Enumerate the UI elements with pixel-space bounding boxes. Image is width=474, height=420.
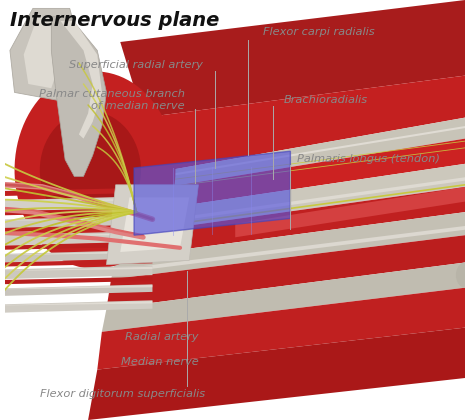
Polygon shape: [134, 76, 465, 176]
Polygon shape: [0, 233, 153, 237]
Polygon shape: [107, 185, 199, 265]
Polygon shape: [51, 17, 107, 176]
Polygon shape: [120, 184, 465, 232]
Polygon shape: [107, 235, 465, 309]
Polygon shape: [0, 215, 153, 229]
Polygon shape: [116, 187, 465, 258]
Polygon shape: [0, 285, 153, 289]
Polygon shape: [120, 0, 465, 118]
Polygon shape: [0, 265, 153, 279]
Polygon shape: [88, 328, 465, 420]
Polygon shape: [102, 262, 465, 332]
Polygon shape: [0, 250, 153, 262]
Polygon shape: [125, 139, 465, 214]
Text: Palmar cutaneous branch
of median nerve: Palmar cutaneous branch of median nerve: [39, 89, 185, 111]
Text: Median nerve: Median nerve: [121, 357, 199, 367]
Text: Superficial radial artery: Superficial radial artery: [69, 60, 203, 70]
Polygon shape: [111, 212, 465, 279]
Polygon shape: [0, 217, 153, 221]
Polygon shape: [129, 126, 465, 183]
Polygon shape: [24, 17, 65, 88]
Polygon shape: [0, 300, 153, 313]
Polygon shape: [134, 151, 291, 235]
Polygon shape: [129, 118, 465, 193]
Polygon shape: [111, 226, 465, 274]
Text: Radial artery: Radial artery: [125, 332, 199, 342]
Polygon shape: [129, 147, 465, 192]
Polygon shape: [0, 196, 153, 212]
Polygon shape: [0, 225, 153, 232]
Polygon shape: [0, 259, 153, 267]
Text: Palmaris longus (tendon): Palmaris longus (tendon): [297, 154, 440, 164]
Polygon shape: [61, 21, 102, 139]
Polygon shape: [129, 141, 465, 186]
Polygon shape: [0, 242, 153, 250]
Polygon shape: [97, 288, 465, 370]
Polygon shape: [0, 198, 153, 202]
Polygon shape: [120, 164, 465, 235]
Polygon shape: [0, 277, 153, 284]
Polygon shape: [10, 8, 79, 101]
Text: Flexor carpi radialis: Flexor carpi radialis: [263, 26, 374, 37]
Polygon shape: [235, 187, 465, 237]
Polygon shape: [15, 71, 175, 269]
Polygon shape: [0, 267, 153, 271]
Text: Internervous plane: Internervous plane: [10, 10, 219, 29]
Text: Flexor digitorum superficialis: Flexor digitorum superficialis: [40, 389, 205, 399]
Ellipse shape: [456, 262, 474, 288]
Polygon shape: [120, 197, 189, 252]
Polygon shape: [120, 177, 465, 229]
Ellipse shape: [40, 111, 141, 229]
Polygon shape: [0, 208, 153, 215]
Polygon shape: [0, 284, 153, 296]
Text: Brachioradialis: Brachioradialis: [283, 95, 368, 105]
Polygon shape: [0, 301, 153, 306]
Polygon shape: [0, 231, 153, 246]
Polygon shape: [0, 188, 153, 196]
Polygon shape: [0, 251, 153, 255]
